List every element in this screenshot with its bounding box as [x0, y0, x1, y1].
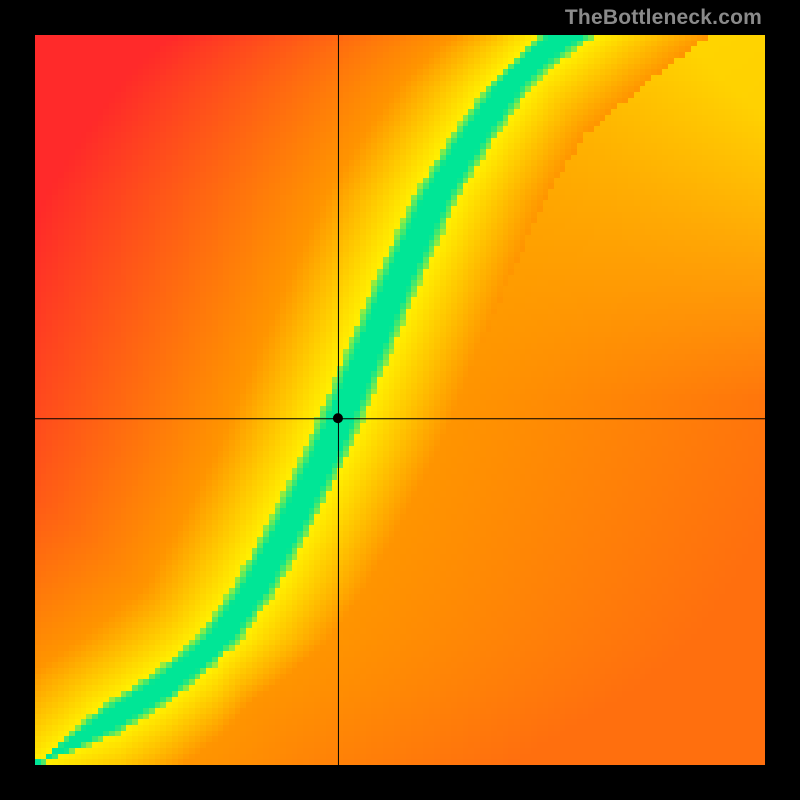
watermark-text: TheBottleneck.com	[565, 6, 762, 30]
bottleneck-heatmap	[0, 0, 800, 800]
chart-container: TheBottleneck.com	[0, 0, 800, 800]
